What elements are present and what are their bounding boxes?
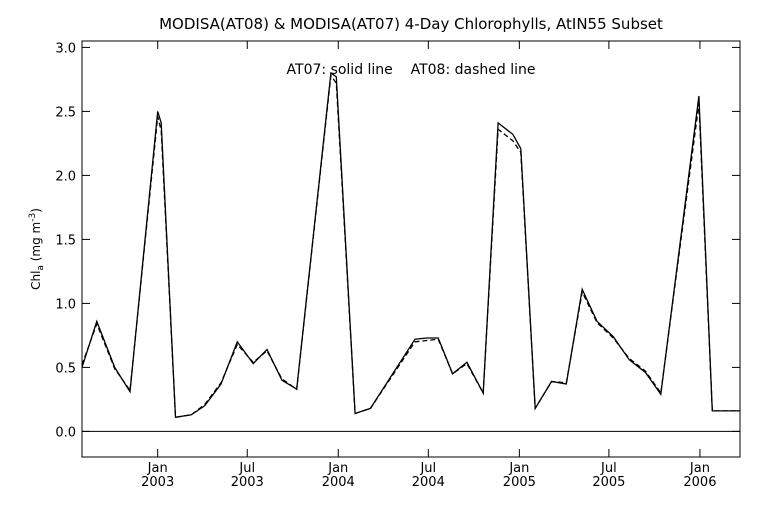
y-axis-label-unit: (mg m bbox=[29, 222, 43, 265]
x-tick-label-year: 2003 bbox=[231, 475, 264, 490]
y-tick-label: 1.5 bbox=[55, 233, 76, 248]
y-axis-label-exponent: -3 bbox=[28, 213, 38, 222]
series-line-at08 bbox=[81, 73, 740, 419]
y-tick-label: 3.0 bbox=[55, 41, 76, 56]
y-axis-label-prefix: Chl bbox=[29, 271, 43, 290]
x-tick-label-year: 2005 bbox=[503, 475, 536, 490]
y-tick-label: 2.0 bbox=[55, 169, 76, 184]
x-tick-label-month: Jan bbox=[508, 461, 529, 476]
y-axis: 0.0 0.5 1.0 1.5 2.0 2.5 3.0 bbox=[55, 41, 740, 440]
x-tick-label-year: 2003 bbox=[141, 475, 174, 490]
y-tick-label: 2.5 bbox=[55, 105, 76, 120]
x-tick-label-month: Jan bbox=[327, 461, 348, 476]
plot-frame bbox=[81, 40, 741, 458]
x-axis: Jan2003Jul2003Jan2004Jul2004Jan2005Jul20… bbox=[141, 41, 716, 490]
y-tick-label: 0.5 bbox=[55, 361, 76, 376]
y-tick-label: 0.0 bbox=[55, 425, 76, 440]
series-line-at07 bbox=[81, 71, 740, 419]
x-tick-label-year: 2004 bbox=[322, 475, 355, 490]
x-tick-label-month: Jul bbox=[419, 461, 436, 476]
x-tick-label-month: Jul bbox=[600, 461, 617, 476]
x-tick-label-year: 2005 bbox=[592, 475, 625, 490]
series-layer bbox=[81, 71, 740, 419]
x-tick-label-year: 2006 bbox=[683, 475, 716, 490]
y-axis-label: Chla (mg m-3) bbox=[28, 208, 46, 290]
y-axis-label-subscript: a bbox=[36, 265, 46, 271]
y-tick-label: 1.0 bbox=[55, 297, 76, 312]
x-tick-label-month: Jan bbox=[689, 461, 710, 476]
y-axis-label-close: ) bbox=[29, 208, 43, 213]
chart-title: MODISA(AT08) & MODISA(AT07) 4-Day Chloro… bbox=[159, 15, 663, 33]
x-tick-label-year: 2004 bbox=[412, 475, 445, 490]
line-style-annotation: AT07: solid line AT08: dashed line bbox=[287, 62, 536, 78]
x-tick-label-month: Jul bbox=[238, 461, 255, 476]
x-tick-label-month: Jan bbox=[147, 461, 168, 476]
